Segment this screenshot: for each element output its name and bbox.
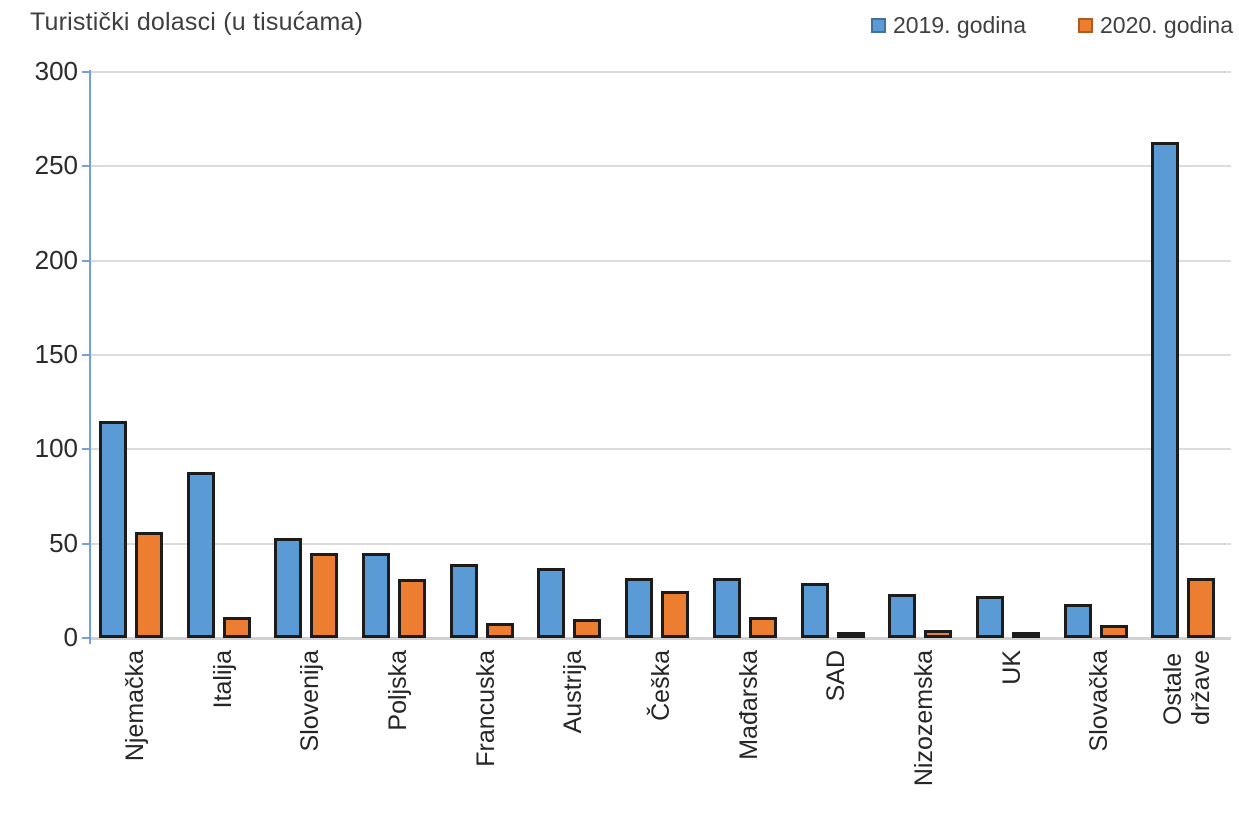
x-axis-labels: Njemačka Italija Slovenija Poljska Francuska… <box>91 650 1231 786</box>
x-label-cell-poljska: Poljska <box>354 650 442 786</box>
bar-2020-uk <box>1012 632 1040 638</box>
x-label-cell-slovenija: Slovenija <box>266 650 354 786</box>
x-axis-label-poljska: Poljska <box>383 650 412 731</box>
gridline-200 <box>91 259 1231 262</box>
bar-2019-sad <box>801 583 829 638</box>
legend-label-2019: 2019. godina <box>892 12 1026 38</box>
legend-swatch-2019-icon <box>870 18 886 33</box>
bar-2020-češka <box>661 591 689 638</box>
bar-2019-mađarska <box>713 578 741 638</box>
x-axis-label-austrija: Austrija <box>559 650 588 734</box>
x-axis-label-uk: UK <box>997 650 1026 685</box>
y-axis-label-0: 0 <box>63 622 78 652</box>
bar-2020-italija <box>223 617 251 638</box>
bar-2019-austrija <box>537 568 565 638</box>
bar-2020-sad <box>837 632 865 638</box>
legend-label-2020: 2020. godina <box>1099 12 1233 38</box>
x-axis-label-sad: SAD <box>822 650 851 702</box>
y-axis-tick-250 <box>82 165 90 168</box>
x-label-cell-sad: SAD <box>793 650 881 786</box>
chart-legend: 2019. godina 2020. godina <box>870 12 1233 39</box>
x-axis-label-slovenija: Slovenija <box>296 650 325 752</box>
gridline-250 <box>91 165 1231 168</box>
x-label-cell-mađarska: Mađarska <box>705 650 793 786</box>
bar-2020-nizozemska <box>924 630 952 638</box>
gridline-150 <box>91 354 1231 356</box>
gridline-0 <box>91 637 1231 640</box>
x-axis-label-italija: Italija <box>208 650 237 709</box>
chart-title: Turistički dolasci (u tisućama) <box>30 8 364 36</box>
bar-2019-nizozemska <box>888 594 916 638</box>
y-axis-tick-100 <box>82 448 90 451</box>
bar-2019-slovačka <box>1064 604 1092 638</box>
y-axis-tick-0 <box>82 637 90 639</box>
x-label-cell-italija: Italija <box>179 650 267 786</box>
y-axis-line <box>89 70 91 644</box>
bar-2019-francuska <box>450 564 478 638</box>
y-axis-label-250: 250 <box>34 150 78 181</box>
bar-2019-njemačka <box>99 421 127 638</box>
x-label-cell-češka: Češka <box>617 650 705 786</box>
bar-2019-ostale-države <box>1151 142 1179 638</box>
y-axis-tick-200 <box>82 259 90 262</box>
y-axis-label-100: 100 <box>34 433 78 464</box>
x-label-cell-ostale-države: Ostale države <box>1143 650 1231 786</box>
x-label-cell-njemačka: Njemačka <box>91 650 179 786</box>
x-label-cell-nizozemska: Nizozemska <box>880 650 968 786</box>
legend-swatch-2020-icon <box>1077 18 1093 33</box>
y-axis-label-150: 150 <box>34 339 78 369</box>
x-label-cell-slovačka: Slovačka <box>1056 650 1144 786</box>
gridline-50 <box>91 542 1231 545</box>
bar-2019-uk <box>976 596 1004 638</box>
bar-2020-slovačka <box>1100 625 1128 638</box>
x-axis-label-češka: Češka <box>646 650 675 721</box>
bar-2019-italija <box>187 472 215 638</box>
x-axis-label-mađarska: Mađarska <box>734 650 763 760</box>
x-label-cell-francuska: Francuska <box>442 650 530 786</box>
x-axis-label-slovačka: Slovačka <box>1085 650 1114 752</box>
x-axis-label-ostale-države: Ostale države <box>1159 650 1216 726</box>
gridline-300 <box>91 71 1231 73</box>
x-label-cell-austrija: Austrija <box>529 650 617 786</box>
gridline-100 <box>91 448 1231 451</box>
y-axis-label-200: 200 <box>34 244 78 275</box>
bar-2019-češka <box>625 578 653 638</box>
bar-2020-poljska <box>398 579 426 638</box>
y-axis-label-50: 50 <box>49 527 78 558</box>
bar-2020-mađarska <box>749 617 777 638</box>
bar-2019-slovenija <box>274 538 302 638</box>
y-axis-label-300: 300 <box>34 56 78 86</box>
x-label-cell-uk: UK <box>968 650 1056 786</box>
legend-item-2020: 2020. godina <box>1077 12 1233 39</box>
bar-2020-austrija <box>573 619 601 638</box>
bar-2020-njemačka <box>135 532 163 638</box>
y-axis-tick-300 <box>82 71 90 73</box>
x-axis-label-njemačka: Njemačka <box>120 650 149 762</box>
x-axis-label-francuska: Francuska <box>471 650 500 767</box>
bar-2020-ostale-države <box>1187 578 1215 638</box>
y-axis-tick-50 <box>82 542 90 545</box>
x-axis-label-nizozemska: Nizozemska <box>910 650 939 787</box>
bar-2020-slovenija <box>310 553 338 638</box>
legend-item-2019: 2019. godina <box>870 12 1026 39</box>
bar-2020-francuska <box>486 623 514 638</box>
bar-2019-poljska <box>362 553 390 638</box>
y-axis-tick-150 <box>82 354 90 356</box>
